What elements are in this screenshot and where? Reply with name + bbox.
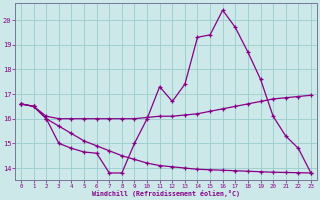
X-axis label: Windchill (Refroidissement éolien,°C): Windchill (Refroidissement éolien,°C) — [92, 190, 240, 197]
